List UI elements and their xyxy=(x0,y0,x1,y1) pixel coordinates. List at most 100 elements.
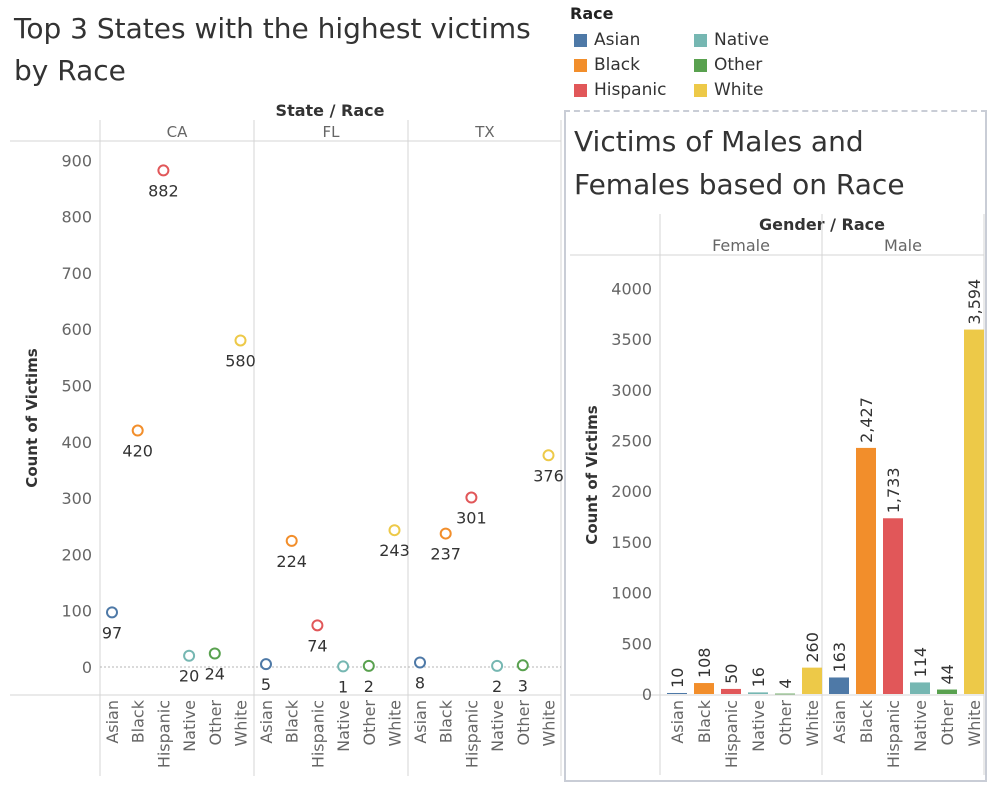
bar xyxy=(694,683,714,694)
y-tick-label: 900 xyxy=(61,151,92,170)
data-point xyxy=(414,656,426,669)
x-tick-label: Black xyxy=(437,699,456,743)
data-point xyxy=(337,660,350,673)
x-tick-label: Other xyxy=(206,700,225,746)
x-tick-label: Native xyxy=(180,700,199,752)
x-tick-label: Hispanic xyxy=(462,700,481,768)
legend-label: Asian xyxy=(594,30,641,50)
legend-swatch xyxy=(574,34,587,47)
data-point xyxy=(234,334,247,347)
right-chart-panel xyxy=(564,110,987,782)
y-tick-label: 2500 xyxy=(611,432,652,451)
right-chart-title: Victims of Males and Females based on Ra… xyxy=(574,125,905,201)
data-label: 3,594 xyxy=(965,279,984,325)
data-point xyxy=(311,619,324,632)
data-point xyxy=(388,524,401,537)
x-tick-label: Native xyxy=(334,700,353,752)
data-label: 16 xyxy=(749,667,768,687)
race-legend: Race Asian Native Black Other Hispanic W… xyxy=(568,4,798,104)
bar xyxy=(856,447,876,694)
data-label: 2 xyxy=(364,677,374,696)
state-label: FL xyxy=(323,123,341,141)
legend-label: Other xyxy=(714,55,763,75)
legend-label: Native xyxy=(714,30,770,50)
y-tick-label: 100 xyxy=(61,602,92,621)
data-point xyxy=(516,659,529,672)
data-label: 50 xyxy=(722,664,741,684)
data-label: 24 xyxy=(205,664,225,683)
data-label: 237 xyxy=(430,545,461,564)
y-axis-label: Count of Victims xyxy=(23,348,41,487)
x-tick-label: Asian xyxy=(830,700,849,744)
bar xyxy=(721,688,741,694)
data-label: 10 xyxy=(668,668,687,688)
x-tick-label: Black xyxy=(857,699,876,743)
x-tick-label: Native xyxy=(749,700,768,752)
y-tick-label: 3000 xyxy=(611,381,652,400)
data-point xyxy=(106,606,118,619)
bar xyxy=(964,329,984,694)
x-tick-label: White xyxy=(540,700,559,747)
x-tick-label: Black xyxy=(283,699,302,743)
y-tick-label: 0 xyxy=(642,685,652,704)
state-label: TX xyxy=(474,123,494,141)
legend-swatch xyxy=(694,59,707,72)
y-tick-label: 500 xyxy=(621,634,652,653)
data-label: 114 xyxy=(911,647,930,678)
data-point xyxy=(183,649,196,662)
x-tick-label: Asian xyxy=(257,700,276,744)
y-tick-label: 300 xyxy=(61,489,92,508)
x-tick-label: Other xyxy=(514,700,533,746)
legend-title: Race xyxy=(570,4,614,23)
data-label: 74 xyxy=(307,636,327,655)
data-label: 243 xyxy=(379,541,410,560)
y-tick-label: 200 xyxy=(61,545,92,564)
data-point xyxy=(260,658,272,671)
y-tick-label: 3500 xyxy=(611,330,652,349)
x-tick-label: White xyxy=(803,700,822,747)
y-tick-label: 800 xyxy=(61,208,92,227)
data-point xyxy=(131,424,144,437)
legend-label: White xyxy=(714,80,764,100)
y-tick-label: 400 xyxy=(61,433,92,452)
data-label: 5 xyxy=(261,675,271,694)
bar xyxy=(667,692,687,694)
x-tick-label: White xyxy=(232,700,251,747)
x-tick-label: Native xyxy=(488,700,507,752)
header-state-race: State / Race xyxy=(276,101,385,120)
y-tick-label: 700 xyxy=(61,264,92,283)
data-label: 97 xyxy=(102,623,122,642)
data-label: 882 xyxy=(148,181,179,200)
data-point xyxy=(157,164,170,177)
data-point xyxy=(362,659,375,672)
data-label: 224 xyxy=(276,552,307,571)
bar xyxy=(829,677,849,694)
x-tick-label: Other xyxy=(776,700,795,746)
data-label: 580 xyxy=(225,351,256,370)
x-tick-label: Hispanic xyxy=(308,700,327,768)
gender-label: Female xyxy=(712,236,770,255)
x-tick-label: Hispanic xyxy=(884,700,903,768)
state-race-scatter-chart: State / Race CA FL TX 0 100 200 300 400 500 600 700… xyxy=(10,101,564,776)
legend-swatch xyxy=(694,84,707,97)
y-tick-label: 500 xyxy=(61,377,92,396)
x-tick-label: Hispanic xyxy=(154,700,173,768)
bar xyxy=(802,667,822,694)
data-label: 2,427 xyxy=(857,397,876,443)
x-tick-label: Other xyxy=(938,700,957,746)
data-point xyxy=(439,527,452,540)
data-label: 1 xyxy=(338,677,348,696)
legend-label: Hispanic xyxy=(594,80,667,100)
data-label: 3 xyxy=(518,676,528,695)
x-tick-label: White xyxy=(386,700,405,747)
x-tick-label: White xyxy=(965,700,984,747)
bar xyxy=(883,518,903,694)
data-label: 8 xyxy=(415,673,425,692)
data-label: 20 xyxy=(179,667,199,686)
data-label: 420 xyxy=(122,442,153,461)
legend-swatch xyxy=(694,34,707,47)
data-point xyxy=(208,647,221,660)
gender-label: Male xyxy=(884,236,922,255)
x-tick-label: Asian xyxy=(103,700,122,744)
